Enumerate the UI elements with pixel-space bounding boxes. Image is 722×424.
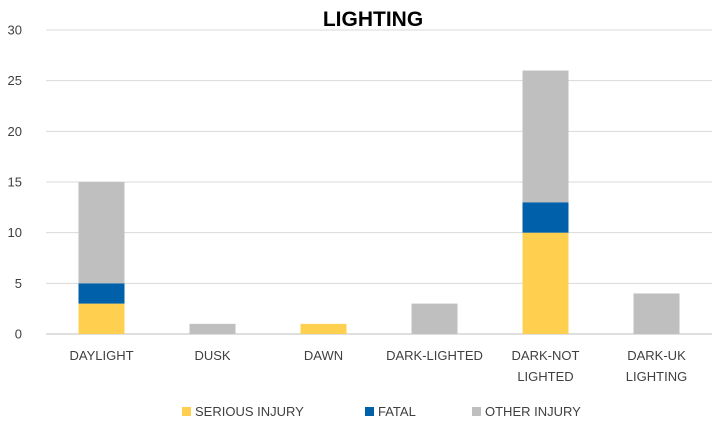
y-tick-label: 30	[8, 23, 22, 38]
bar-segment	[411, 303, 458, 334]
legend-swatch	[182, 407, 191, 416]
legend-label: FATAL	[378, 404, 416, 419]
x-tick-label: DAWN	[304, 348, 343, 363]
y-tick-label: 20	[8, 124, 22, 139]
legend-swatch	[472, 407, 481, 416]
y-tick-label: 10	[8, 225, 22, 240]
x-tick-label-line: LIGHTED	[517, 369, 573, 384]
bar-segment	[522, 70, 569, 203]
x-tick-label: DARK-NOT LIGHTED	[512, 348, 580, 384]
bar-segment	[522, 232, 569, 334]
x-tick-label-line: DARK-UK	[627, 348, 686, 363]
bar-segment	[522, 202, 569, 233]
legend-swatch	[365, 407, 374, 416]
y-tick-label: 0	[15, 327, 22, 342]
bar-segment	[78, 303, 125, 334]
legend: SERIOUS INJURY FATAL OTHER INJURY	[182, 404, 581, 419]
y-tick-label: 5	[15, 276, 22, 291]
bar-segment	[300, 323, 347, 334]
bar-segment	[189, 323, 236, 334]
x-tick-label-line: DARK-LIGHTED	[386, 348, 483, 363]
y-tick-label: 25	[8, 73, 22, 88]
gridlines	[46, 29, 712, 335]
legend-label: SERIOUS INJURY	[195, 404, 304, 419]
x-tick-label: DAYLIGHT	[69, 348, 133, 363]
x-tick-label: DARK-UK LIGHTING	[626, 348, 687, 384]
x-tick-label-line: DAYLIGHT	[69, 348, 133, 363]
x-axis-tick-labels: DAYLIGHT DUSK DAWN DARK-LIGHTED DARK-NOT LIGH…	[69, 348, 687, 384]
bar-segment	[78, 182, 125, 284]
x-tick-label-line: DARK-NOT	[512, 348, 580, 363]
y-tick-label: 15	[8, 175, 22, 190]
bar-segment	[633, 293, 680, 334]
x-tick-label-line: DUSK	[194, 348, 230, 363]
legend-label: OTHER INJURY	[485, 404, 581, 419]
x-tick-label: DARK-LIGHTED	[386, 348, 483, 363]
y-axis-tick-labels: 0 5 10 15 20 25 30	[8, 23, 22, 342]
bars	[78, 70, 680, 334]
bar-segment	[78, 283, 125, 304]
x-tick-label: DUSK	[194, 348, 230, 363]
x-tick-label-line: DAWN	[304, 348, 343, 363]
x-tick-label-line: LIGHTING	[626, 369, 687, 384]
chart-title: LIGHTING	[323, 8, 423, 31]
